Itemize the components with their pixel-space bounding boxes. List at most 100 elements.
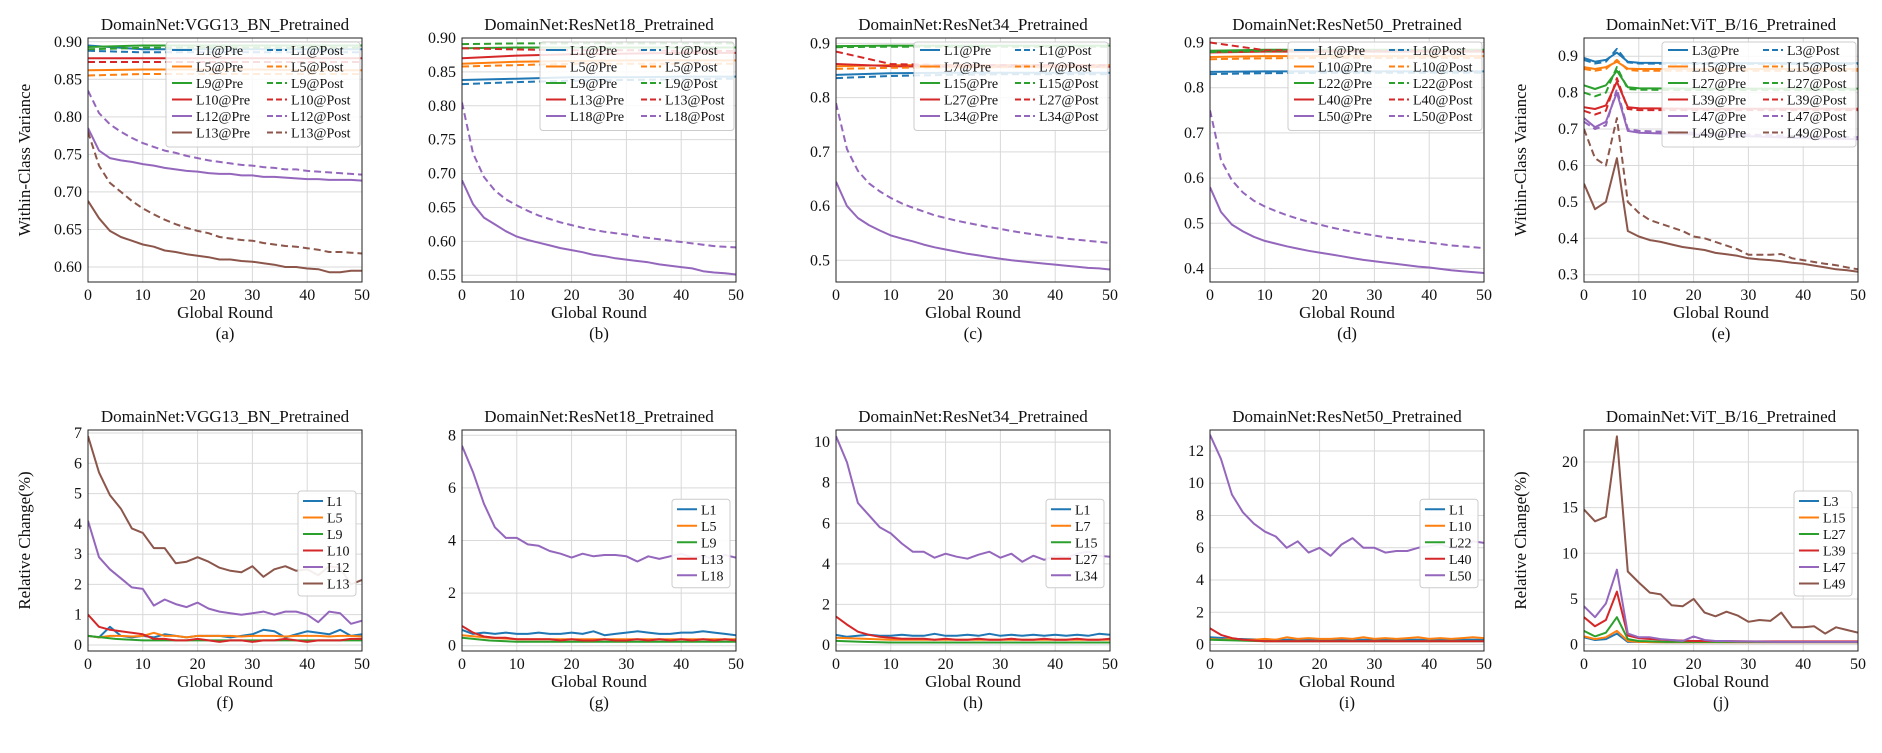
legend-label: L18: [701, 569, 724, 584]
x-axis-label: Global Round: [925, 672, 1021, 691]
y-tick-label: 12: [1188, 443, 1204, 460]
x-tick-label: 20: [938, 287, 954, 304]
legend-label: L50@Post: [1413, 110, 1473, 125]
y-axis-label: Within-Class Variance: [1511, 84, 1530, 236]
legend-label: L49@Pre: [1692, 127, 1746, 142]
series-line-L13@Pre: [88, 200, 362, 274]
y-tick-label: 0.65: [428, 199, 456, 216]
legend-box: [1045, 498, 1105, 589]
legend-label: L10: [327, 545, 350, 560]
y-tick-label: 0.6: [1558, 157, 1578, 174]
y-tick-label: 0.7: [1558, 121, 1578, 138]
legend-label: L1@Post: [665, 44, 718, 59]
y-axis-label: Relative Change(%): [15, 471, 34, 609]
legend-label: L13: [327, 578, 350, 593]
y-tick-label: 4: [448, 533, 456, 550]
y-tick-label: 8: [1196, 507, 1204, 524]
legend-label: L27@Post: [1787, 77, 1847, 92]
y-tick-label: 2: [448, 585, 456, 602]
x-tick-label: 50: [728, 656, 744, 673]
x-tick-label: 40: [1795, 287, 1811, 304]
legend-label: L3: [1823, 495, 1839, 510]
series-group: [1584, 435, 1858, 644]
legend-label: L3@Post: [1787, 44, 1840, 59]
legend-label: L9: [701, 536, 717, 551]
plot-frame: [835, 429, 1111, 652]
series-line-L34@Pre: [836, 181, 1110, 271]
legend-label: L1@Pre: [570, 44, 617, 59]
panel-label: (c): [964, 324, 983, 343]
legend-label: L10: [1449, 520, 1472, 535]
series-line-L49: [1584, 435, 1858, 635]
y-tick-label: 15: [1562, 500, 1578, 517]
x-tick-label: 40: [1047, 656, 1063, 673]
y-tick-label: 0: [74, 637, 82, 654]
x-tick-label: 0: [832, 287, 840, 304]
y-tick-label: 3: [74, 546, 82, 563]
y-tick-label: 0.80: [54, 109, 82, 126]
y-tick-label: 10: [814, 434, 830, 451]
legend-label: L15@Post: [1787, 61, 1847, 76]
y-tick-label: 5: [1570, 591, 1578, 608]
legend-label: L39@Pre: [1692, 94, 1746, 109]
x-tick-label: 20: [1686, 287, 1702, 304]
series-line-L15: [836, 639, 1110, 644]
x-tick-label: 50: [1850, 287, 1866, 304]
y-tick-label: 0.4: [1558, 230, 1578, 247]
y-tick-label: 0.8: [1558, 85, 1578, 102]
legend-label: L1@Post: [1039, 44, 1092, 59]
legend-box: [671, 498, 731, 589]
y-tick-label: 0: [448, 638, 456, 655]
chart-panel-2: 0 10 20 30 40 50 0.5 0.6 0.7 0.8 0.9 DomainNet:ResN…: [810, 15, 1118, 343]
legend-label: L22: [1449, 536, 1472, 551]
chart-title: DomainNet:ResNet18_Pretrained: [484, 15, 714, 34]
legend-label: L9@Pre: [196, 77, 243, 92]
y-tick-label: 0.9: [1558, 48, 1578, 65]
series-line-L1: [836, 632, 1110, 638]
series-line-L10: [88, 614, 362, 643]
legend-label: L47: [1823, 561, 1846, 576]
y-tick-label: 5: [74, 486, 82, 503]
chart-panel-0: 0 10 20 30 40 50 0.60 0.65 0.70 0.75 0.80 0.85 0.90 D…: [15, 15, 370, 343]
x-tick-label: 50: [1850, 656, 1866, 673]
y-tick-label: 2: [822, 596, 830, 613]
x-tick-label: 0: [1580, 287, 1588, 304]
x-tick-label: 20: [190, 287, 206, 304]
y-tick-label: 0: [822, 637, 830, 654]
legend-label: L18@Pre: [570, 110, 624, 125]
chart-panel-3: 0 10 20 30 40 50 0.4 0.5 0.6 0.7 0.8 0.9 DomainNet:R…: [1184, 15, 1492, 343]
y-tick-label: 6: [448, 480, 456, 497]
series-group: [836, 435, 1110, 644]
y-tick-label: 2: [1196, 604, 1204, 621]
legend-label: L12@Post: [291, 110, 351, 125]
legend-box: [1661, 41, 1857, 148]
plot-frame: [461, 429, 737, 652]
chart-panel-9: 0 10 20 30 40 50 0 5 10 15 20 DomainNet:ViT_B/16_Pr…: [1511, 407, 1866, 712]
y-tick-label: 0.5: [810, 252, 830, 269]
legend-label: L3@Pre: [1692, 44, 1739, 59]
x-tick-label: 40: [673, 656, 689, 673]
series-line-L34@Post: [836, 102, 1110, 244]
y-tick-label: 0: [1570, 637, 1578, 654]
x-tick-label: 10: [883, 656, 899, 673]
x-tick-label: 30: [1740, 656, 1756, 673]
y-tick-label: 0.85: [54, 71, 82, 88]
series-line-L1: [462, 629, 736, 637]
x-tick-label: 20: [564, 656, 580, 673]
x-tick-label: 0: [84, 287, 92, 304]
x-tick-label: 50: [1102, 656, 1118, 673]
x-tick-label: 50: [354, 656, 370, 673]
x-tick-label: 50: [728, 287, 744, 304]
y-tick-label: 0.60: [428, 233, 456, 250]
y-tick-label: 0.60: [54, 259, 82, 276]
legend-label: L40@Post: [1413, 94, 1473, 109]
legend-label: L50@Pre: [1318, 110, 1372, 125]
y-tick-label: 10: [1562, 545, 1578, 562]
